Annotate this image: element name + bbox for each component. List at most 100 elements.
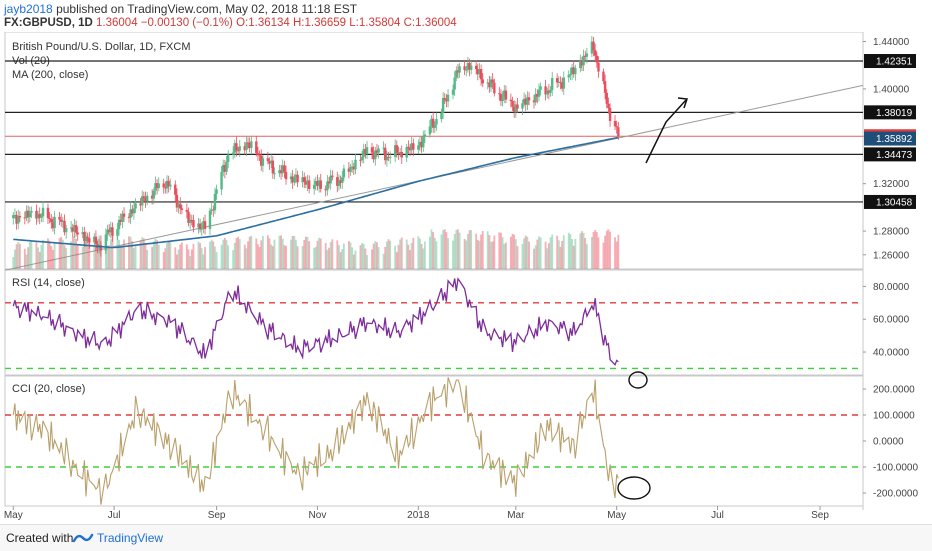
volume-bar — [371, 249, 373, 269]
candle-body — [17, 215, 20, 224]
volume-bar — [476, 240, 479, 269]
volume-bar — [156, 240, 158, 269]
candle-body — [418, 141, 422, 146]
volume-bar — [567, 232, 570, 269]
volume-bar — [197, 241, 200, 269]
candle-body — [382, 147, 385, 149]
candle-body — [139, 203, 142, 206]
candle-body — [190, 219, 194, 221]
volume-bar — [412, 237, 415, 269]
candle-body — [316, 181, 319, 187]
candle-body — [387, 157, 390, 159]
candle-body — [238, 146, 241, 151]
volume-bar — [511, 233, 514, 269]
volume-bar — [154, 238, 157, 269]
volume-bar — [544, 241, 547, 269]
candle-body — [111, 227, 114, 236]
volume-bar — [28, 241, 31, 269]
candle-body — [293, 177, 296, 183]
volume-bar — [523, 238, 525, 269]
volume-bar — [65, 248, 68, 269]
volume-bar — [314, 246, 317, 269]
volume-bar — [536, 239, 539, 269]
volume-bar — [258, 247, 261, 269]
candle-body — [539, 86, 542, 90]
candle-body — [400, 151, 403, 158]
level-price-tag — [864, 54, 916, 69]
annotation-arrow — [645, 99, 687, 164]
candle-body — [284, 171, 288, 180]
price-change: −0.00130 (−0.1%) — [140, 17, 233, 29]
volume-bar — [538, 236, 540, 269]
candle-body — [71, 227, 74, 232]
candle-body — [546, 90, 549, 95]
tradingview-brand-link[interactable]: TradingView — [97, 531, 164, 545]
candle-body — [273, 173, 276, 175]
volume-bar — [50, 246, 53, 269]
volume-bar — [35, 242, 38, 269]
volume-bar — [121, 245, 124, 269]
price-y-tick-label: 1.32000 — [873, 179, 910, 190]
level-price-tag — [864, 105, 916, 120]
candle-body — [417, 145, 420, 150]
volume-bar — [17, 242, 20, 269]
volume-bar — [190, 249, 193, 269]
candle-body — [511, 100, 514, 107]
candle-body — [294, 174, 298, 178]
candle-body — [337, 180, 341, 186]
candle-body — [603, 81, 607, 93]
volume-bar — [336, 240, 339, 269]
volume-bar — [534, 245, 537, 269]
candle-body — [445, 99, 448, 102]
candle-body — [200, 228, 203, 230]
candle-body — [154, 183, 157, 191]
volume-bar — [116, 235, 119, 269]
candle-body — [94, 236, 98, 245]
candle-body — [522, 98, 526, 104]
volume-bar — [73, 235, 76, 269]
candle-body — [613, 120, 617, 127]
volume-bar — [179, 244, 182, 269]
candle-body — [134, 203, 137, 209]
volume-bar — [556, 235, 559, 269]
chart-area[interactable]: May Jul Sep Nov 2018 Mar May Jul Sep 1.44000 1.400… — [0, 32, 932, 524]
volume-bar — [354, 250, 357, 269]
candle-body — [283, 165, 286, 172]
volume-bar — [134, 246, 137, 269]
volume-bar — [232, 250, 235, 269]
candle-body — [260, 155, 263, 166]
candle-body — [46, 207, 50, 219]
volume-bar — [338, 245, 340, 269]
candle-body — [243, 146, 246, 151]
volume-bar — [539, 237, 542, 269]
x-tick-label: May — [607, 510, 626, 521]
volume-bar — [465, 240, 468, 269]
candle-body — [455, 70, 458, 78]
author-link[interactable]: jayb2018 — [4, 2, 53, 16]
chart-header: jayb2018 published on TradingView.com, M… — [0, 0, 932, 34]
volume-bar — [75, 238, 77, 269]
volume-bar — [96, 239, 99, 269]
volume-bar — [301, 246, 304, 269]
candle-body — [503, 90, 506, 97]
volume-bar — [245, 248, 248, 269]
candle-body — [180, 208, 184, 211]
volume-bar — [428, 236, 431, 269]
candle-body — [258, 154, 261, 156]
candle-body — [526, 97, 529, 105]
candle-body — [327, 181, 331, 184]
candle-body — [412, 143, 415, 150]
candle-body — [212, 209, 215, 211]
volume-bar — [295, 239, 297, 269]
volume-bar — [422, 248, 425, 269]
volume-bar — [488, 235, 491, 269]
volume-bar — [142, 238, 145, 269]
volume-bar — [162, 252, 165, 269]
volume-bar — [210, 239, 213, 269]
volume-bar — [42, 239, 44, 269]
candle-body — [463, 66, 466, 71]
volume-bar — [586, 244, 588, 269]
volume-bar — [372, 243, 375, 269]
volume-bar — [400, 237, 403, 269]
candle-body — [256, 152, 260, 155]
